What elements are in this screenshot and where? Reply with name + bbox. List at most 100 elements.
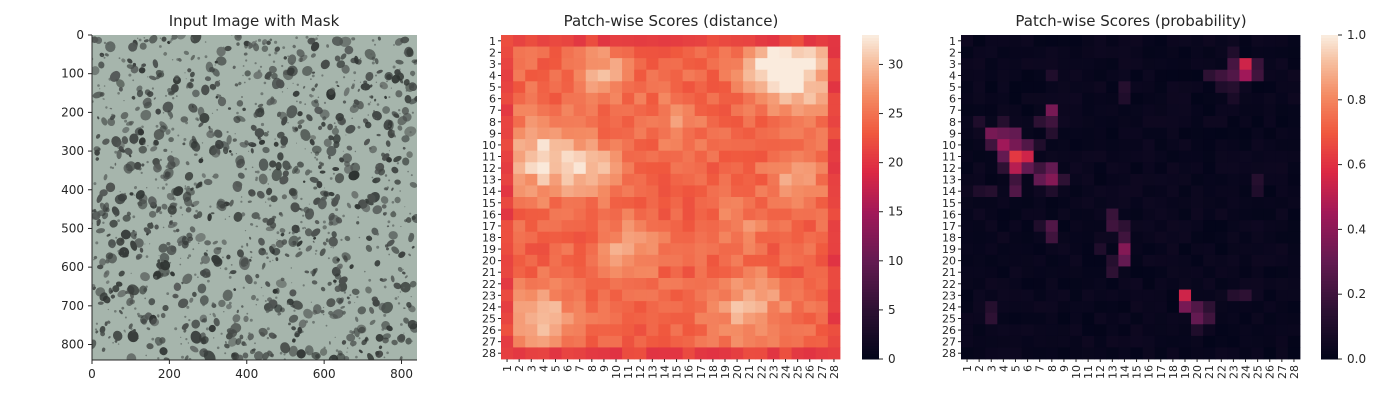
heatmap-cell (1166, 301, 1180, 314)
heatmap-cell (1215, 312, 1228, 325)
heatmap-cell (1045, 139, 1059, 152)
heatmap-cell (561, 278, 575, 290)
heatmap-cell (501, 254, 514, 267)
heatmap-cell (718, 208, 732, 221)
heatmap-cell (1154, 312, 1168, 325)
heatmap-cell (1118, 197, 1131, 209)
heatmap-cell (585, 335, 599, 348)
heatmap-cell (827, 243, 841, 256)
heatmap-cell (1251, 324, 1265, 337)
heatmap-cell (694, 278, 708, 290)
heatmap-cell (1069, 81, 1083, 94)
heatmap-cell (973, 116, 986, 128)
x-tick-label: 17 (695, 365, 708, 379)
heatmap-cell (513, 69, 526, 82)
heatmap-cell (1082, 35, 1095, 47)
heatmap-cell (1045, 92, 1059, 105)
heatmap-cell (682, 278, 696, 290)
heatmap-cell (622, 312, 635, 325)
heatmap-cell (1082, 173, 1095, 186)
heatmap-cell (501, 220, 514, 233)
heatmap-cell (585, 46, 599, 59)
heatmap-cell (791, 58, 805, 71)
x-tick-label: 23 (767, 365, 780, 379)
heatmap-cell (670, 92, 684, 105)
heatmap-cell (561, 58, 575, 71)
heatmap-cell (1191, 231, 1204, 244)
heatmap-cell (609, 139, 623, 152)
heatmap-cell (767, 266, 780, 279)
heatmap-cell (1045, 231, 1059, 244)
heatmap-cell (997, 69, 1010, 82)
heatmap-cell (609, 185, 623, 198)
heatmap-cell (1069, 104, 1083, 117)
heatmap-cell (682, 35, 696, 47)
heatmap-cell (646, 208, 659, 221)
heatmap-cell (597, 197, 611, 209)
heatmap-cell (694, 35, 708, 47)
heatmap-cell (1203, 104, 1216, 117)
heatmap-cell (525, 197, 538, 209)
heatmap-cell (803, 324, 817, 337)
heatmap-cell (622, 58, 635, 71)
heatmap-cell (609, 208, 623, 221)
heatmap-cell (609, 335, 623, 348)
heatmap-cell (755, 347, 768, 360)
heatmap-cell (815, 208, 829, 221)
heatmap-cell (1094, 150, 1107, 163)
y-tick-label: 27 (482, 336, 496, 349)
heatmap-cell (1142, 301, 1156, 314)
heatmap-cell (1106, 69, 1119, 82)
heatmap-cell (961, 81, 974, 94)
colorbar-tick-label: 0.2 (1347, 287, 1366, 301)
heatmap-cell (1106, 197, 1119, 209)
x-tick-label: 24 (780, 365, 793, 379)
heatmap-cell (803, 46, 817, 59)
heatmap-cell (1178, 162, 1192, 175)
heatmap-cell (961, 127, 974, 140)
heatmap-cell (731, 116, 744, 128)
heatmap-cell (779, 116, 792, 128)
y-tick-label: 16 (942, 208, 956, 221)
heatmap-cell (1021, 116, 1035, 128)
heatmap-cell (1191, 266, 1204, 279)
heatmap-cell (537, 220, 550, 233)
heatmap-cell (682, 81, 696, 94)
heatmap-cell (609, 278, 623, 290)
heatmap-cell (513, 173, 526, 186)
heatmap-cell (573, 254, 587, 267)
heatmap-cell (973, 208, 986, 221)
heatmap-cell (646, 69, 659, 82)
heatmap-cell (1057, 150, 1071, 163)
heatmap-cell (609, 254, 623, 267)
heatmap-cell (694, 231, 708, 244)
heatmap-cell (1166, 104, 1180, 117)
heatmap-cell (803, 92, 817, 105)
heatmap-cell (1142, 335, 1156, 348)
heatmap-cell (1191, 254, 1204, 267)
heatmap-cell (1239, 173, 1252, 186)
heatmap-cell (1118, 266, 1131, 279)
heatmap-cell (525, 185, 538, 198)
heatmap-cell (694, 104, 708, 117)
heatmap-cell (1142, 254, 1156, 267)
x-tick-label: 5 (549, 365, 562, 372)
heatmap-cell (718, 92, 732, 105)
heatmap-cell (1094, 139, 1107, 152)
heatmap-cell (1203, 301, 1216, 314)
heatmap-cell (1178, 254, 1192, 267)
heatmap-cell (1215, 301, 1228, 314)
heatmap-cell (634, 208, 647, 221)
heatmap-cell (1154, 58, 1168, 71)
x-tick-label: 27 (1276, 365, 1289, 379)
heatmap-cell (609, 69, 623, 82)
heatmap-cell (815, 81, 829, 94)
heatmap-cell (1239, 254, 1252, 267)
heatmap-cell (622, 220, 635, 233)
heatmap-cell (706, 231, 720, 244)
heatmap-cell (1033, 335, 1047, 348)
heatmap-cell (1239, 81, 1252, 94)
heatmap-cell (1154, 335, 1168, 348)
heatmap-cell (634, 197, 647, 209)
